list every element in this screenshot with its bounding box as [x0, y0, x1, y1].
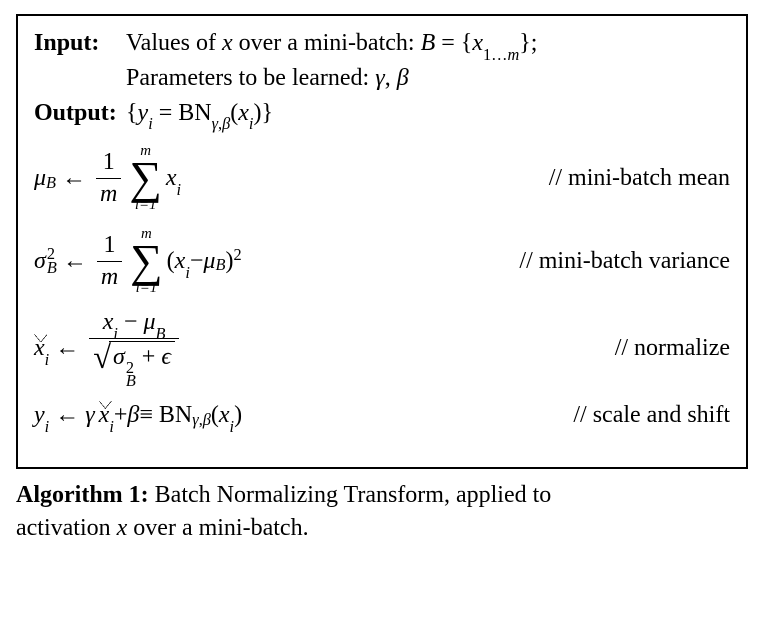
step-mean: μB ← 1m m∑i=1 xi // mini-batch mean — [34, 144, 730, 213]
io-block: Input: Values of x over a mini-batch: B … — [34, 26, 730, 130]
comment-scale: // scale and shift — [573, 402, 730, 429]
steps: μB ← 1m m∑i=1 xi // mini-batch mean σ2B … — [34, 144, 730, 429]
caption: Algorithm 1: Batch Normalizing Transform… — [16, 479, 748, 544]
output-row: Output: {yi = BNγ,β(xi)} — [34, 96, 730, 131]
eq-scale: yi ← γxi + β ≡ BNγ,β(xi) — [34, 402, 242, 429]
step-scale: yi ← γxi + β ≡ BNγ,β(xi) // scale and sh… — [34, 402, 730, 429]
comment-var: // mini-batch variance — [519, 248, 730, 275]
output-content: {yi = BNγ,β(xi)} — [126, 96, 730, 131]
eq-var: σ2B ← 1m m∑i=1 (xi − μB)2 — [34, 227, 242, 296]
input-line-2: Parameters to be learned: γ, β — [126, 61, 730, 96]
eq-norm: xi ← xi − μB √σ2B + ϵ — [34, 309, 183, 388]
comment-norm: // normalize — [615, 335, 730, 362]
input-row: Input: Values of x over a mini-batch: B … — [34, 26, 730, 61]
caption-text-c: over a mini-batch. — [127, 515, 308, 541]
step-norm: xi ← xi − μB √σ2B + ϵ // normalize — [34, 309, 730, 388]
input-line-1: Values of x over a mini-batch: B = {x1…m… — [126, 26, 730, 61]
input-row-2: Parameters to be learned: γ, β — [34, 61, 730, 96]
comment-mean: // mini-batch mean — [549, 165, 730, 192]
output-label: Output: — [34, 96, 126, 131]
step-var: σ2B ← 1m m∑i=1 (xi − μB)2 // mini-batch … — [34, 227, 730, 296]
caption-text-b: activation — [16, 515, 117, 541]
caption-label: Algorithm 1: — [16, 482, 149, 508]
caption-var-x: x — [117, 515, 128, 541]
algorithm-box: Input: Values of x over a mini-batch: B … — [16, 14, 748, 469]
input-label: Input: — [34, 26, 126, 61]
caption-text-a: Batch Normalizing Transform, applied to — [149, 482, 552, 508]
eq-mean: μB ← 1m m∑i=1 xi — [34, 144, 181, 213]
